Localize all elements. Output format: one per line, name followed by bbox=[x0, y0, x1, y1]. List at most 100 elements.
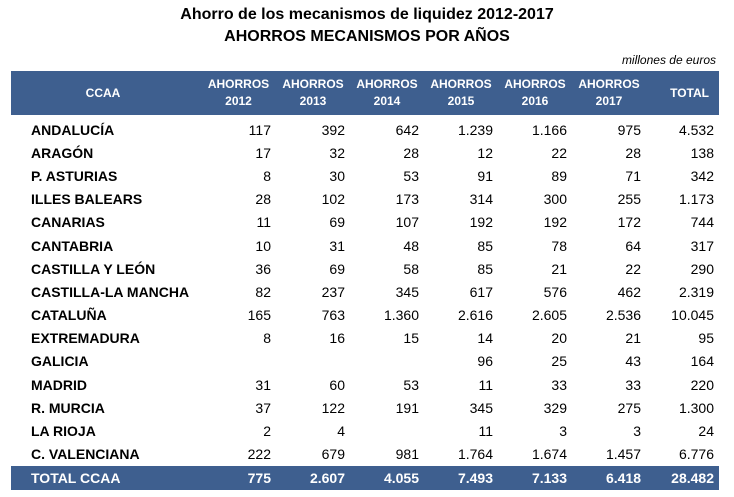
table-row: ILLES BALEARS 28 102 173 314 300 255 1.173 bbox=[11, 188, 719, 211]
table-cell: 15 bbox=[403, 330, 419, 347]
region-name: ARAGÓN bbox=[31, 144, 94, 161]
table-cell: 33 bbox=[551, 376, 567, 393]
table-cell: 91 bbox=[477, 167, 493, 184]
table-cell: 69 bbox=[329, 260, 345, 277]
table-cell: 12 bbox=[477, 144, 493, 161]
table-cell: 1.764 bbox=[457, 446, 493, 463]
table-cell: 71 bbox=[625, 167, 641, 184]
region-name: CASTILLA Y LEÓN bbox=[31, 260, 156, 277]
table-cell: 20 bbox=[551, 330, 567, 347]
page-title: Ahorro de los mecanismos de liquidez 201… bbox=[180, 6, 554, 23]
table-cell: 28 bbox=[403, 144, 419, 161]
table-cell: 6.776 bbox=[678, 446, 714, 463]
table-cell: 30 bbox=[329, 167, 345, 184]
table-cell: 2.605 bbox=[531, 307, 567, 324]
table-cell: 1.300 bbox=[678, 399, 714, 416]
table-cell: 222 bbox=[247, 446, 271, 463]
table-cell: 1.173 bbox=[678, 191, 714, 208]
table-cell: 11 bbox=[256, 214, 271, 231]
table-cell: 191 bbox=[395, 399, 419, 416]
table-cell: 255 bbox=[617, 191, 641, 208]
table-cell: 237 bbox=[321, 283, 345, 300]
table-cell: 14 bbox=[477, 330, 493, 347]
table-cell: 1.360 bbox=[383, 307, 419, 324]
region-name: P. ASTURIAS bbox=[31, 167, 118, 184]
table-cell: 96 bbox=[477, 353, 493, 370]
region-name: ANDALUCÍA bbox=[31, 121, 115, 138]
table-cell: 1.239 bbox=[457, 121, 493, 138]
table-cell: 22 bbox=[551, 144, 567, 161]
total-row-label: TOTAL CCAA bbox=[11, 465, 201, 490]
table-cell: 31 bbox=[329, 237, 345, 254]
column-header-2016: AHORROS 2016 bbox=[498, 71, 572, 115]
table-row: CATALUÑA 165 763 1.360 2.616 2.605 2.536 10.045 bbox=[11, 304, 719, 327]
table-cell: 275 bbox=[617, 399, 641, 416]
table-row: LA RIOJA 2 4 11 3 3 24 bbox=[11, 419, 719, 442]
table-row: ANDALUCÍA 117 392 642 1.239 1.166 975 4.532 bbox=[11, 115, 719, 141]
region-name: CANTABRIA bbox=[31, 237, 114, 254]
table-cell: 1.457 bbox=[605, 446, 641, 463]
table-cell: 10 bbox=[255, 237, 271, 254]
table-cell: 95 bbox=[698, 330, 714, 347]
table-cell: 102 bbox=[321, 191, 345, 208]
region-name: CATALUÑA bbox=[31, 307, 107, 324]
table-cell: 744 bbox=[690, 214, 714, 231]
table-cell: 85 bbox=[477, 237, 493, 254]
table-cell: 642 bbox=[395, 121, 419, 138]
table-row: CANARIAS 11 69 107 192 192 172 744 bbox=[11, 211, 719, 234]
table-row: C. VALENCIANA 222 679 981 1.764 1.674 1.457 6.7… bbox=[11, 443, 719, 466]
table-row: GALICIA 96 25 43 164 bbox=[11, 350, 719, 373]
region-name: C. VALENCIANA bbox=[31, 446, 140, 463]
table-cell: 617 bbox=[469, 283, 493, 300]
table-cell: 24 bbox=[698, 423, 714, 440]
table-cell: 21 bbox=[625, 330, 641, 347]
table-cell: 138 bbox=[690, 144, 714, 161]
table-row: ARAGÓN 17 32 28 12 22 28 138 bbox=[11, 141, 719, 164]
column-header-2013: AHORROS 2013 bbox=[276, 71, 350, 115]
table-row: CASTILLA-LA MANCHA 82 237 345 617 576 462 2.319 bbox=[11, 280, 719, 303]
table-cell: 10.045 bbox=[671, 307, 714, 324]
table-cell: 981 bbox=[395, 446, 419, 463]
savings-table: CCAA AHORROS 2012 AHORROS 2013 AHORROS 2014… bbox=[11, 71, 719, 490]
table-cell: 28 bbox=[625, 144, 641, 161]
table-row: CASTILLA Y LEÓN 36 69 58 85 21 22 290 bbox=[11, 257, 719, 280]
table-cell: 317 bbox=[690, 237, 714, 254]
table-cell: 462 bbox=[617, 283, 641, 300]
table-header-row: CCAA AHORROS 2012 AHORROS 2013 AHORROS 2014… bbox=[11, 71, 719, 115]
table-cell: 220 bbox=[690, 376, 714, 393]
column-header-2012: AHORROS 2012 bbox=[201, 71, 276, 115]
table-cell: 60 bbox=[329, 376, 345, 393]
table-cell: 300 bbox=[543, 191, 567, 208]
table-cell: 342 bbox=[690, 167, 714, 184]
table-cell: 11 bbox=[478, 423, 493, 440]
column-header-2015: AHORROS 2015 bbox=[424, 71, 498, 115]
table-cell: 53 bbox=[403, 167, 419, 184]
table-cell: 89 bbox=[551, 167, 567, 184]
table-cell: 4 bbox=[337, 423, 345, 440]
region-name: R. MURCIA bbox=[31, 399, 105, 416]
table-cell: 43 bbox=[625, 353, 641, 370]
table-cell: 192 bbox=[543, 214, 567, 231]
units-label: millones de euros bbox=[621, 53, 716, 67]
table-cell: 314 bbox=[469, 191, 493, 208]
table-row: P. ASTURIAS 8 30 53 91 89 71 342 bbox=[11, 164, 719, 187]
table-row: R. MURCIA 37 122 191 345 329 275 1.300 bbox=[11, 396, 719, 419]
table-cell: 2 bbox=[263, 423, 271, 440]
table-cell bbox=[350, 419, 424, 442]
table-cell: 78 bbox=[551, 237, 567, 254]
table-cell: 107 bbox=[395, 214, 419, 231]
table-cell: 16 bbox=[329, 330, 345, 347]
table-cell: 975 bbox=[617, 121, 641, 138]
table-cell: 172 bbox=[617, 214, 641, 231]
table-cell: 37 bbox=[255, 399, 271, 416]
table-row: MADRID 31 60 53 11 33 33 220 bbox=[11, 373, 719, 396]
region-name: MADRID bbox=[31, 376, 87, 393]
table-cell: 21 bbox=[551, 260, 567, 277]
table-cell: 32 bbox=[329, 144, 345, 161]
column-header-2017: AHORROS 2017 bbox=[572, 71, 646, 115]
table-cell: 85 bbox=[477, 260, 493, 277]
table-cell: 36 bbox=[255, 260, 271, 277]
table-cell: 2.616 bbox=[457, 307, 493, 324]
table-cell: 58 bbox=[403, 260, 419, 277]
total-cell: 6.418 bbox=[572, 465, 646, 490]
